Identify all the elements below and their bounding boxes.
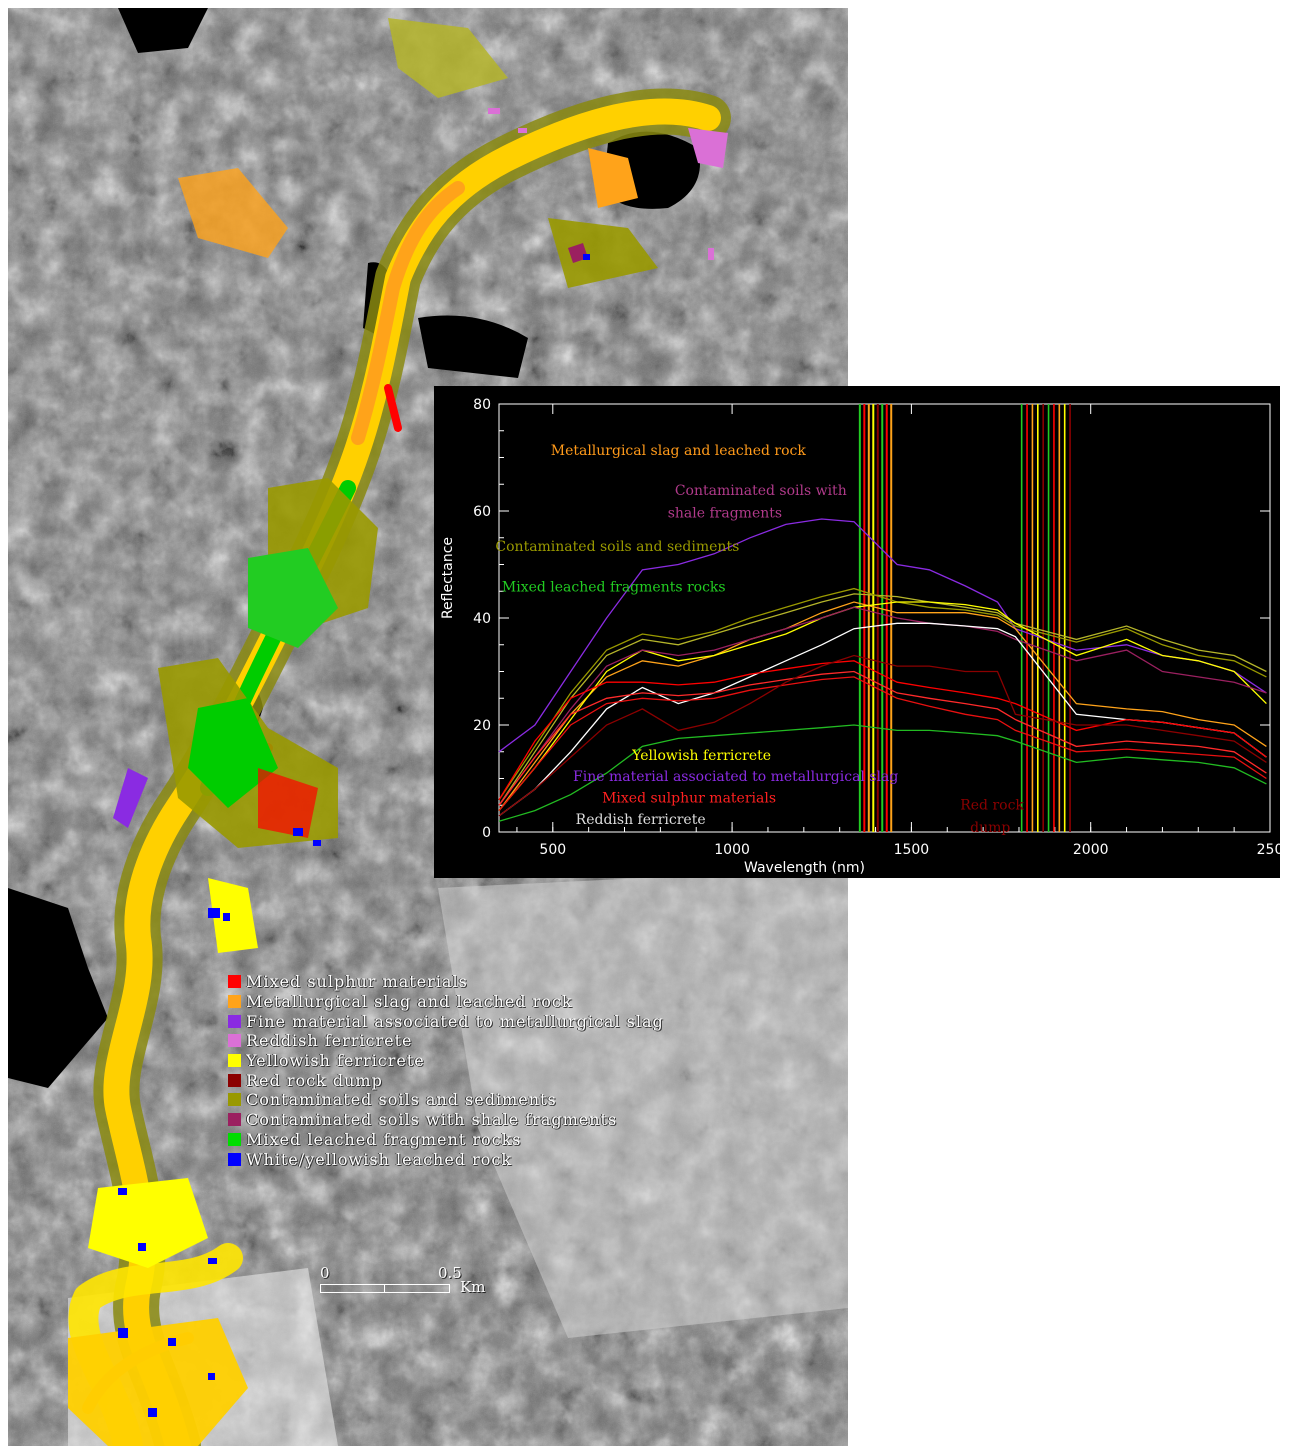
scale-bar-divider — [384, 1284, 385, 1293]
legend-item: Contaminated soils with shale fragments — [228, 1110, 664, 1130]
legend-swatch — [228, 975, 241, 989]
x-tick-label: 1000 — [714, 842, 750, 858]
legend-item: Metallurgical slag and leached rock — [228, 992, 664, 1012]
classified-patches — [68, 18, 728, 1446]
legend-item: Contaminated soils and sediments — [228, 1090, 664, 1110]
y-tick-label: 40 — [473, 611, 491, 627]
y-tick-label: 20 — [473, 718, 491, 734]
scale-unit-label: Km — [460, 1278, 486, 1296]
legend-swatch — [228, 1073, 241, 1087]
y-tick-label: 0 — [482, 825, 491, 841]
water-body — [118, 8, 208, 53]
legend-swatch — [228, 1093, 241, 1107]
chart-annotation: Reddish ferricrete — [576, 812, 706, 828]
series-line — [498, 601, 1267, 812]
chart-annotation: Mixed sulphur materials — [602, 791, 776, 807]
legend-label: Mixed sulphur materials — [246, 972, 468, 992]
legend-swatch — [228, 1014, 241, 1028]
legend-item: Yellowish ferricrete — [228, 1051, 664, 1071]
legend-label: Yellowish ferricrete — [246, 1051, 425, 1071]
legend-swatch — [228, 1054, 241, 1068]
reflectance-chart: 0 20 40 60 80 500 1000 1500 2000 250 Wavelength (n… — [434, 386, 1280, 878]
series-line — [498, 660, 1267, 801]
legend-swatch — [228, 995, 241, 1009]
chart-annotation: Fine material associated to metallurgica… — [573, 769, 898, 785]
x-tick-label: 250 — [1257, 842, 1280, 858]
y-tick-label: 60 — [473, 504, 491, 520]
legend-label: Metallurgical slag and leached rock — [246, 992, 573, 1012]
chart-annotation: shale fragments — [668, 505, 782, 521]
scale-bar-frame — [320, 1284, 450, 1293]
legend-label: Contaminated soils with shale fragments — [246, 1110, 618, 1130]
legend-label: Contaminated soils and sediments — [246, 1090, 557, 1110]
legend-item: White/yellowish leached rock — [228, 1149, 664, 1169]
legend-swatch — [228, 1132, 241, 1146]
x-tick-label: 1500 — [894, 842, 930, 858]
legend-label: Reddish ferricrete — [246, 1031, 413, 1051]
x-tick-label: 500 — [539, 842, 566, 858]
scale-start-label: 0 — [320, 1264, 330, 1282]
chart-annotation: Red rock — [960, 798, 1024, 814]
series-line — [498, 670, 1267, 806]
chart-annotation: Contaminated soils and sediments — [495, 539, 739, 555]
chart-annotation: Metallurgical slag and leached rock — [551, 443, 807, 459]
chart-svg: 0 20 40 60 80 500 1000 1500 2000 250 Wavelength (n… — [440, 397, 1280, 876]
legend-label: White/yellowish leached rock — [246, 1149, 513, 1169]
series-line — [498, 724, 1267, 822]
white-leached-rock-patches — [118, 254, 590, 1417]
chart-annotation: Mixed leached fragments rocks — [502, 579, 726, 595]
legend-item: Mixed leached fragment rocks — [228, 1130, 664, 1150]
legend-swatch — [228, 1034, 241, 1048]
y-tick-label: 80 — [473, 397, 491, 413]
legend-item: Red rock dump — [228, 1070, 664, 1090]
series-line — [498, 676, 1267, 812]
x-axis-label: Wavelength (nm) — [744, 860, 865, 876]
legend-item: Fine material associated to metallurgica… — [228, 1011, 664, 1031]
map-legend: Mixed sulphur materials Metallurgical sla… — [228, 972, 664, 1169]
legend-label: Red rock dump — [246, 1070, 383, 1090]
legend-item: Reddish ferricrete — [228, 1031, 664, 1051]
water-body — [418, 315, 528, 378]
legend-label: Mixed leached fragment rocks — [246, 1129, 522, 1149]
legend-label: Fine material associated to metallurgica… — [246, 1011, 664, 1031]
y-axis-label: Reflectance — [440, 537, 456, 619]
series-line — [498, 601, 1267, 811]
legend-swatch — [228, 1152, 241, 1166]
scale-bar: 0 0.5 Km — [318, 1264, 488, 1304]
x-tick-label: 2000 — [1073, 842, 1109, 858]
series-line — [498, 518, 1267, 753]
water-body — [8, 888, 108, 1088]
legend-item: Mixed sulphur materials — [228, 972, 664, 992]
legend-swatch — [228, 1113, 241, 1127]
series-line — [498, 587, 1267, 801]
chart-annotation: Contaminated soils with — [675, 483, 847, 499]
bright-area — [438, 868, 848, 1338]
series-line — [498, 654, 1267, 817]
chart-annotation: dump — [970, 820, 1010, 836]
reddish-ferricrete-patches — [488, 108, 714, 260]
series-line — [498, 606, 1267, 806]
scale-mid-label: 0.5 — [438, 1264, 462, 1282]
chart-annotation: Yellowish ferricrete — [631, 748, 771, 764]
